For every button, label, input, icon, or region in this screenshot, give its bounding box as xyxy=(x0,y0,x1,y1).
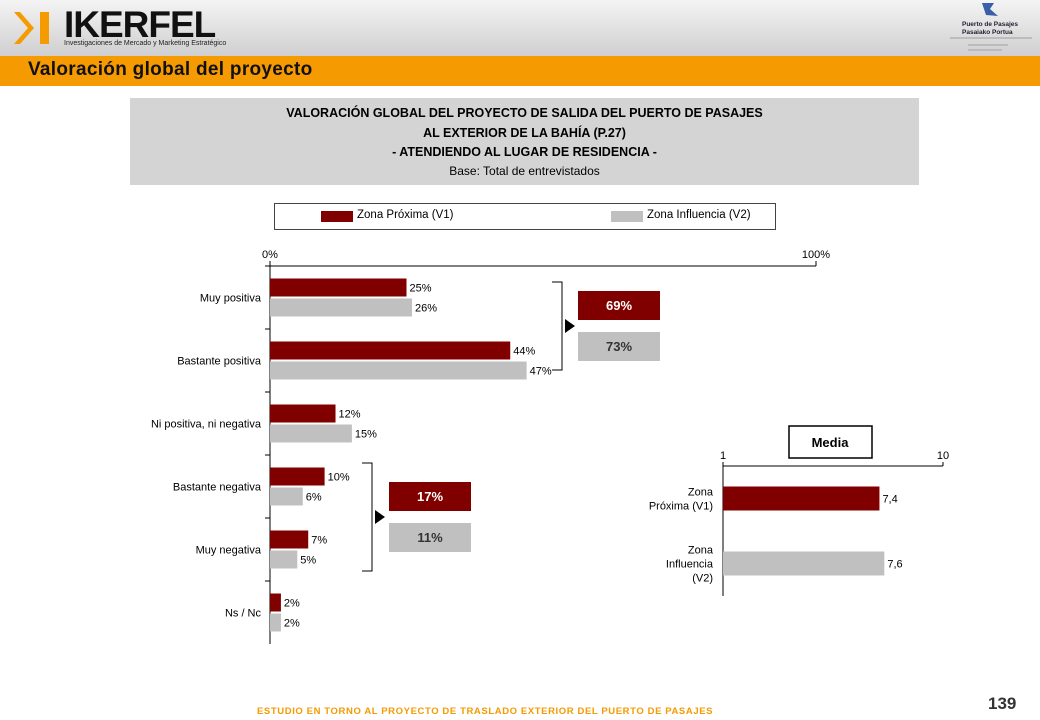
port-logo-icon xyxy=(950,3,1032,51)
bar-label-v2: 6% xyxy=(306,492,322,504)
legend-swatch-v2 xyxy=(611,211,643,222)
brand-tagline: Investigaciones de Mercado y Marketing E… xyxy=(64,40,227,47)
group-total-v1-box xyxy=(578,291,660,320)
bar-label-v1: 25% xyxy=(410,283,432,295)
mean-bar-v1 xyxy=(723,486,880,511)
group-total-v1-box xyxy=(389,482,471,511)
category-label: Ni positiva, ni negativa xyxy=(151,419,262,431)
mean-title-box xyxy=(788,425,873,459)
bar-v1 xyxy=(270,467,325,486)
mean-bar-label: 7,6 xyxy=(887,559,902,571)
page-number: 139 xyxy=(988,694,1017,713)
chart-title-line-2: AL EXTERIOR DE LA BAHÍA (P.27) xyxy=(423,126,626,140)
mean-category-label: Zona xyxy=(688,487,714,499)
group-total-v2: 11% xyxy=(417,530,443,545)
mean-category-label: Influencia xyxy=(666,559,714,571)
chart-subtitle: Base: Total de entrevistados xyxy=(449,164,600,178)
group-arrow xyxy=(375,510,385,524)
bar-v1 xyxy=(270,593,281,612)
chart-title-line-1: VALORACIÓN GLOBAL DEL PROYECTO DE SALIDA… xyxy=(286,106,763,120)
bar-label-v1: 2% xyxy=(284,598,300,610)
bar-v1 xyxy=(270,278,407,297)
group-total-v2-box xyxy=(389,523,471,552)
group-arrow xyxy=(565,319,575,333)
header-bar xyxy=(0,0,1040,56)
brand-name: IKERFEL xyxy=(64,4,216,45)
section-title: Valoración global del proyecto xyxy=(28,59,313,80)
bar-v2 xyxy=(270,424,352,443)
bar-label-v2: 26% xyxy=(415,303,437,315)
bar-label-v1: 7% xyxy=(311,535,327,547)
category-label: Muy negativa xyxy=(196,545,262,557)
group-bracket xyxy=(362,462,373,572)
legend-swatch-v1 xyxy=(321,211,353,222)
bar-label-v2: 2% xyxy=(284,618,300,630)
mean-x-tick-label: 1 xyxy=(720,450,726,462)
mean-category-label: Próxima (V1) xyxy=(649,501,713,513)
mean-category-label: Zona xyxy=(688,545,714,557)
bar-v2 xyxy=(270,613,281,632)
mean-x-tick-label: 10 xyxy=(937,450,949,462)
x-tick-label: 100% xyxy=(802,249,830,261)
bar-v2 xyxy=(270,487,303,506)
port-logo-line2: Pasaiako Portua xyxy=(962,29,1013,36)
bar-label-v1: 10% xyxy=(328,472,350,484)
footer-text: ESTUDIO EN TORNO AL PROYECTO DE TRASLADO… xyxy=(257,706,714,717)
bar-v1 xyxy=(270,530,309,549)
group-total-v2-box xyxy=(578,332,660,361)
group-bracket xyxy=(552,281,563,371)
x-tick-label: 0% xyxy=(262,249,278,261)
category-label: Ns / Nc xyxy=(225,608,262,620)
bar-label-v1: 12% xyxy=(339,409,361,421)
bar-label-v2: 15% xyxy=(355,429,377,441)
group-total-v2: 73% xyxy=(606,339,632,354)
bar-v2 xyxy=(270,298,412,317)
mean-bar-v2 xyxy=(723,551,885,576)
bar-v2 xyxy=(270,550,298,569)
bar-v1 xyxy=(270,341,511,360)
mean-bar-label: 7,4 xyxy=(882,494,897,506)
chart-title-line-3: - ATENDIENDO AL LUGAR DE RESIDENCIA - xyxy=(392,145,657,159)
section-bar xyxy=(0,56,1040,86)
ikerfel-logo-icon xyxy=(14,12,49,44)
bar-v2 xyxy=(270,361,527,380)
category-label: Bastante positiva xyxy=(177,356,262,368)
legend: Zona Próxima (V1) Zona Influencia (V2) xyxy=(274,203,776,230)
legend-label-v1: Zona Próxima (V1) xyxy=(357,209,454,221)
port-logo-line1: Puerto de Pasajes xyxy=(962,21,1018,28)
bar-label-v1: 44% xyxy=(513,346,535,358)
category-label: Bastante negativa xyxy=(173,482,262,494)
legend-label-v2: Zona Influencia (V2) xyxy=(647,209,751,221)
group-total-v1: 69% xyxy=(606,298,632,313)
bar-label-v2: 47% xyxy=(530,366,552,378)
group-total-v1: 17% xyxy=(417,489,443,504)
bar-v1 xyxy=(270,404,336,423)
mean-title: Media xyxy=(812,435,850,450)
bar-label-v2: 5% xyxy=(300,555,316,567)
chart-title-box xyxy=(130,98,919,185)
mean-category-label: (V2) xyxy=(692,573,713,585)
category-label: Muy positiva xyxy=(200,293,262,305)
